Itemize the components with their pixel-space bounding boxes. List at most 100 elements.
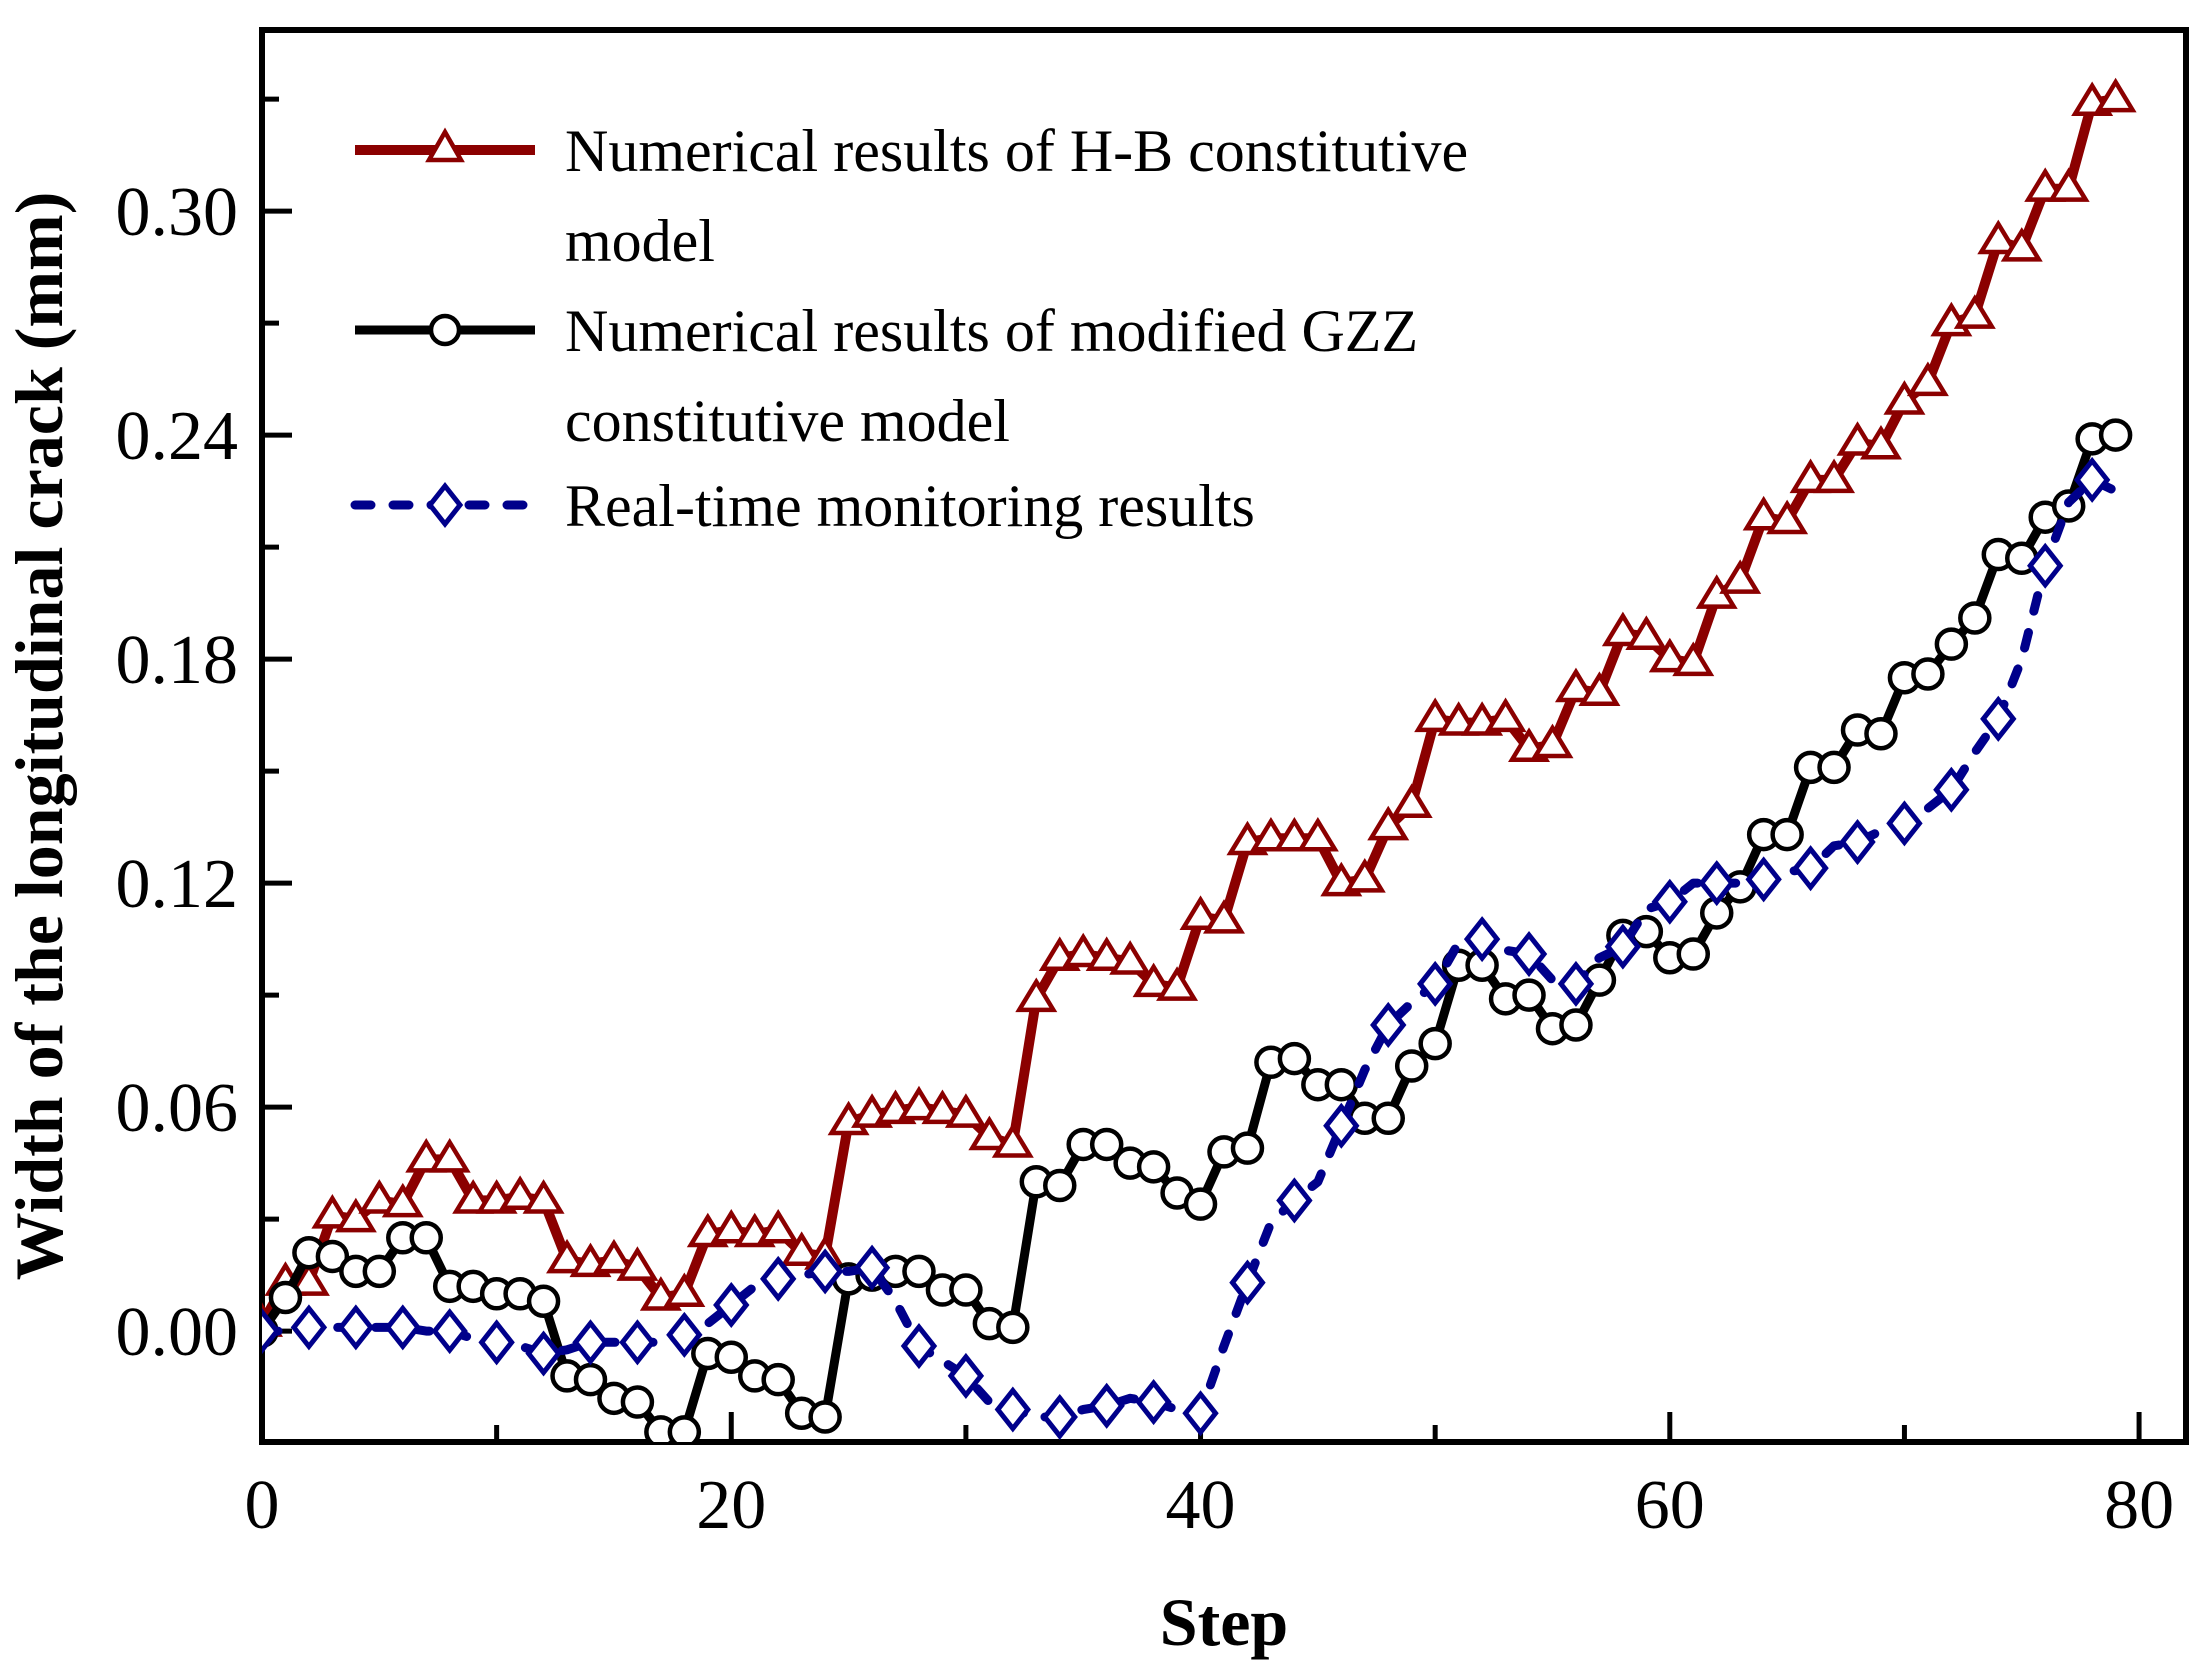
triangle-marker [1085,936,1128,972]
diamond-marker [1557,960,1595,1007]
circle-marker [1371,1101,1405,1136]
diamond-marker [1510,931,1548,978]
diamond-marker [1980,695,2017,742]
diamond-marker [1886,800,1923,847]
x-axis-title: Step [1160,1584,1288,1660]
triangle-marker [710,1208,753,1244]
series-line-0 [262,94,2121,1329]
circle-marker [268,1280,303,1315]
circle-marker [1864,717,1898,751]
triangle-marker [2094,77,2137,113]
circle-marker [620,1385,655,1419]
x-tick-label: 40 [1166,1467,1236,1544]
circle-marker [1958,601,1992,635]
diamond-marker [947,1352,985,1399]
x-tick-label: 0 [245,1467,280,1544]
diamond-marker [290,1304,328,1351]
y-tick-label: 0.18 [116,622,239,699]
x-tick-label: 60 [1635,1467,1705,1544]
circle-marker [1770,817,1804,852]
triangle-marker [546,1238,589,1274]
triangle-marker [334,1197,377,1233]
diamond-marker [337,1304,375,1351]
triangle-marker [2000,227,2043,262]
triangle-marker [1203,899,1245,934]
triangle-marker [499,1175,542,1210]
circle-marker [1230,1131,1265,1165]
legend-label-gzz-line2: constitutive model [565,388,1010,454]
y-axis-title: Width of the longitudinal crack (mm) [1,192,77,1281]
series-line-1 [262,430,2121,1437]
x-tick-label: 80 [2104,1467,2174,1544]
circle-marker [714,1340,749,1375]
plot-frame [259,27,2189,1445]
y-tick-label: 0.24 [116,398,239,475]
series-layer [262,77,2137,1442]
triangle-marker [757,1208,800,1244]
triangle-marker [358,1179,401,1214]
series-1 [262,418,2133,1442]
triangle-marker [1859,424,1902,460]
circle-marker [996,1310,1030,1345]
circle-marker [1934,627,1969,661]
triangle-marker [1390,783,1433,818]
circle-marker [1817,750,1851,785]
circle-marker [902,1254,936,1289]
circle-marker [1676,937,1711,971]
circle-marker [1394,1049,1429,1083]
legend-circle-icon [428,313,462,347]
triangle-marker [1813,458,1856,494]
legend-label-monitoring: Real-time monitoring results [565,473,1255,539]
triangle-marker [1836,421,1879,456]
triangle-marker [1015,977,1058,1013]
diamond-marker [478,1319,515,1366]
y-tick-label: 0.06 [116,1070,239,1147]
diamond-marker [1745,856,1782,903]
triangle-marker [1414,697,1457,733]
diamond-marker [384,1304,421,1351]
triangle-marker [780,1231,823,1266]
diamond-marker [806,1248,844,1295]
axes-layer: 0 20 40 60 80 0.00 0.06 0.12 0.18 0.24 0.30 [116,27,2189,1544]
circle-marker [362,1254,397,1289]
diamond-marker [1933,766,1970,813]
legend-item-hb-model: Numerical results of H-B constitutive mo… [355,118,1468,274]
diamond-marker [1839,818,1876,866]
triangle-marker [1296,816,1339,852]
diamond-marker [1463,916,1501,963]
legend-diamond-icon [426,481,464,529]
diamond-marker [525,1330,562,1377]
triangle-marker [287,1261,330,1296]
legend-triangle-icon [425,127,465,163]
x-tick-label: 20 [696,1467,766,1544]
circle-marker [1911,657,1945,691]
triangle-marker [1766,499,1809,535]
diamond-marker [1651,878,1688,925]
diamond-marker [2073,456,2111,503]
circle-marker [1277,1041,1312,1076]
circle-marker [1559,1008,1593,1042]
diamond-marker [1416,960,1454,1007]
triangle-marker [1625,615,1668,650]
triangle-marker [616,1246,659,1281]
circle-marker [1183,1187,1218,1221]
diamond-marker [666,1311,703,1358]
triangle-marker [2047,167,2090,202]
triangle-marker [522,1179,565,1214]
diamond-marker [1370,1001,1407,1049]
diamond-marker [2027,542,2064,589]
triangle-marker [1906,361,1949,397]
diamond-marker [1088,1382,1125,1429]
circle-marker [315,1239,350,1274]
diamond-marker [760,1255,797,1302]
legend: Numerical results of H-B constitutive mo… [350,118,1468,539]
series-0 [262,77,2137,1337]
y-tick-label: 0.00 [116,1294,239,1371]
triangle-marker [1109,940,1152,975]
diamond-marker [262,1308,281,1355]
legend-label-hb-line1: Numerical results of H-B constitutive [565,118,1468,184]
triangle-marker [1531,723,1574,759]
triangle-marker [1179,895,1222,930]
